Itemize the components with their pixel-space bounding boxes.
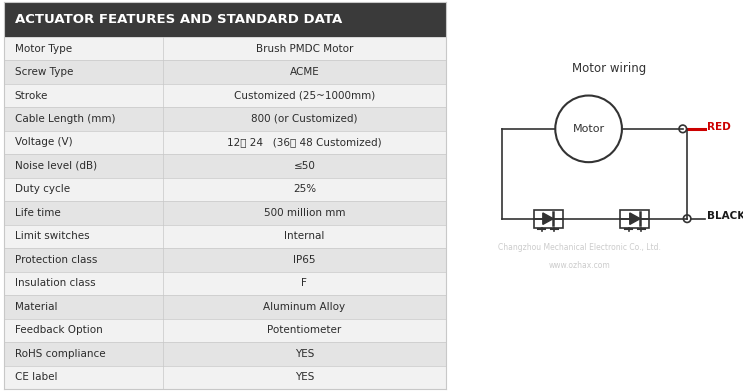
- Text: Insulation class: Insulation class: [15, 278, 95, 289]
- Bar: [4, 248, 446, 272]
- Text: BLACK: BLACK: [707, 212, 743, 221]
- Text: Potentiometer: Potentiometer: [267, 325, 342, 335]
- Bar: [4, 154, 446, 178]
- Text: YES: YES: [295, 349, 314, 359]
- Text: Duty cycle: Duty cycle: [15, 185, 70, 194]
- Bar: [4, 272, 446, 295]
- Text: CE label: CE label: [15, 372, 57, 382]
- Text: Limit switches: Limit switches: [15, 231, 89, 241]
- Text: 800 (or Customized): 800 (or Customized): [251, 114, 357, 124]
- Bar: [4, 319, 446, 342]
- Polygon shape: [543, 213, 554, 224]
- Bar: [4, 178, 446, 201]
- Text: F: F: [302, 278, 308, 289]
- Text: ACME: ACME: [290, 67, 319, 77]
- Bar: [533, 210, 562, 228]
- Text: 500 million mm: 500 million mm: [264, 208, 345, 218]
- Text: Protection class: Protection class: [15, 255, 97, 265]
- Circle shape: [679, 125, 687, 133]
- Polygon shape: [630, 213, 640, 224]
- Text: IP65: IP65: [293, 255, 316, 265]
- Text: ACTUATOR FEATURES AND STANDARD DATA: ACTUATOR FEATURES AND STANDARD DATA: [15, 13, 342, 26]
- Text: Motor: Motor: [573, 124, 605, 134]
- Text: Screw Type: Screw Type: [15, 67, 73, 77]
- Bar: [620, 210, 649, 228]
- Text: Voltage (V): Voltage (V): [15, 138, 72, 147]
- Bar: [4, 131, 446, 154]
- Text: Aluminum Alloy: Aluminum Alloy: [263, 302, 345, 312]
- Bar: [4, 342, 446, 366]
- Bar: [4, 84, 446, 107]
- Text: Life time: Life time: [15, 208, 60, 218]
- Bar: [4, 107, 446, 131]
- Text: RED: RED: [707, 122, 731, 131]
- Text: Stroke: Stroke: [15, 90, 48, 100]
- Text: Internal: Internal: [284, 231, 325, 241]
- Text: www.ozhax.com: www.ozhax.com: [549, 260, 611, 269]
- Bar: [4, 201, 446, 225]
- Circle shape: [555, 95, 622, 162]
- Text: 12、 24   (36、 48 Customized): 12、 24 (36、 48 Customized): [227, 138, 382, 147]
- Bar: [4, 366, 446, 389]
- Bar: [4, 37, 446, 60]
- Text: Material: Material: [15, 302, 57, 312]
- Text: Motor wiring: Motor wiring: [572, 61, 646, 75]
- Text: Feedback Option: Feedback Option: [15, 325, 103, 335]
- Bar: [4, 60, 446, 84]
- Text: Cable Length (mm): Cable Length (mm): [15, 114, 115, 124]
- Text: Changzhou Mechanical Electronic Co., Ltd.: Changzhou Mechanical Electronic Co., Ltd…: [499, 243, 661, 252]
- Text: Customized (25~1000mm): Customized (25~1000mm): [234, 90, 375, 100]
- Bar: [4, 225, 446, 248]
- Text: YES: YES: [295, 372, 314, 382]
- Text: Brush PMDC Motor: Brush PMDC Motor: [256, 43, 353, 54]
- Bar: [4, 295, 446, 319]
- Text: Motor Type: Motor Type: [15, 43, 72, 54]
- Text: 25%: 25%: [293, 185, 316, 194]
- Circle shape: [684, 215, 691, 222]
- Text: ≤50: ≤50: [293, 161, 315, 171]
- Text: RoHS compliance: RoHS compliance: [15, 349, 106, 359]
- Bar: [4, 2, 446, 37]
- Text: Noise level (dB): Noise level (dB): [15, 161, 97, 171]
